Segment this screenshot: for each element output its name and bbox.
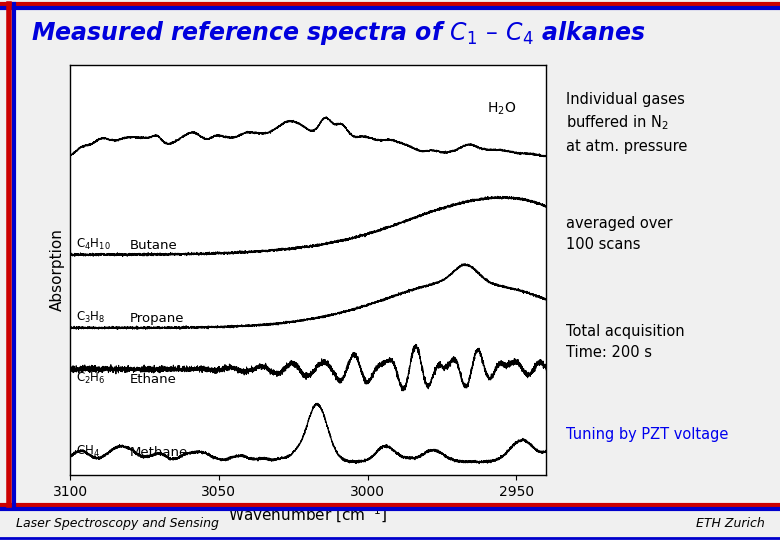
Text: Individual gases
buffered in N$_2$
at atm. pressure: Individual gases buffered in N$_2$ at at…: [566, 92, 687, 153]
Text: C$_3$H$_8$: C$_3$H$_8$: [76, 310, 105, 325]
Text: Propane: Propane: [129, 312, 184, 325]
X-axis label: Wavenumber [cm$^{-1}$]: Wavenumber [cm$^{-1}$]: [229, 504, 388, 524]
Text: Butane: Butane: [129, 239, 177, 252]
Text: Total acquisition
Time: 200 s: Total acquisition Time: 200 s: [566, 324, 684, 360]
Text: Laser Spectroscopy and Sensing: Laser Spectroscopy and Sensing: [16, 517, 218, 530]
Text: Methane: Methane: [129, 446, 188, 459]
Text: Ethane: Ethane: [129, 373, 176, 386]
Text: Tuning by PZT voltage: Tuning by PZT voltage: [566, 427, 728, 442]
Y-axis label: Absorption: Absorption: [50, 228, 65, 312]
Text: averaged over
100 scans: averaged over 100 scans: [566, 216, 672, 252]
Text: C$_2$H$_6$: C$_2$H$_6$: [76, 371, 106, 386]
Text: CH$_4$: CH$_4$: [76, 444, 100, 459]
Text: H$_2$O: H$_2$O: [487, 100, 516, 117]
Text: C$_4$H$_{10}$: C$_4$H$_{10}$: [76, 237, 111, 252]
Text: ETH Zurich: ETH Zurich: [696, 517, 764, 530]
Text: Measured reference spectra of $\mathit{C}_1$ – $\mathit{C}_4$ alkanes: Measured reference spectra of $\mathit{C…: [31, 19, 646, 47]
